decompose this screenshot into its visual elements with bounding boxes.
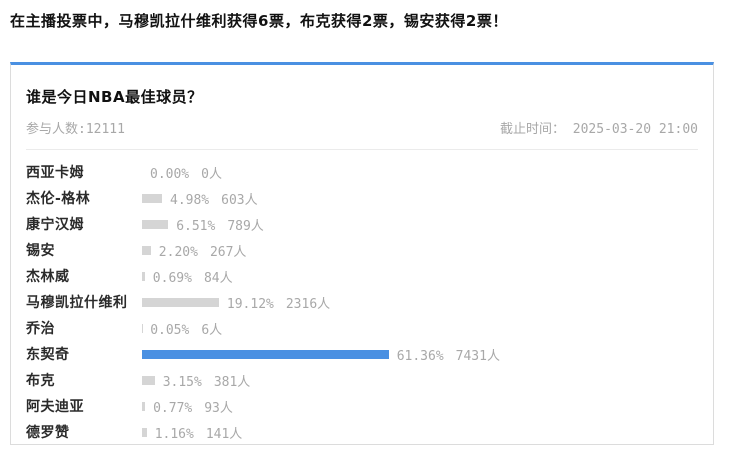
vote-stat: 2.20% 267人 bbox=[159, 241, 247, 260]
page-headline: 在主播投票中，马穆凯拉什维利获得6票，布克获得2票，锡安获得2票！ bbox=[10, 12, 508, 30]
poll-title: 谁是今日NBA最佳球员？ bbox=[26, 88, 203, 106]
vote-bar bbox=[142, 193, 162, 203]
percent-value: 61.36% bbox=[396, 348, 444, 364]
player-name: 德罗赞 bbox=[26, 425, 70, 441]
vote-bar bbox=[142, 245, 151, 255]
player-name: 西亚卡姆 bbox=[26, 165, 84, 181]
percent-value: 0.77% bbox=[153, 400, 193, 416]
player-name: 马穆凯拉什维利 bbox=[26, 295, 128, 311]
player-name: 锡安 bbox=[26, 243, 55, 259]
header-divider bbox=[26, 149, 698, 150]
count-value: 7431人 bbox=[455, 348, 500, 364]
vote-bar bbox=[142, 219, 169, 229]
poll-option-row: 康宁汉姆 6.51% 789人 bbox=[26, 211, 698, 237]
poll-option-row: 德罗赞 1.16% 141人 bbox=[26, 419, 698, 445]
vote-stat: 0.77% 93人 bbox=[153, 397, 233, 416]
player-name: 杰伦-格林 bbox=[26, 191, 91, 207]
percent-value: 3.15% bbox=[162, 374, 202, 390]
percent-value: 6.51% bbox=[176, 218, 216, 234]
poll-card: 谁是今日NBA最佳球员？ 参与人数:12111 截止时间： 2025-03-20… bbox=[10, 62, 714, 445]
vote-bar bbox=[142, 297, 219, 307]
deadline-time: 截止时间： 2025-03-20 21:00 bbox=[499, 122, 698, 137]
poll-option-row: 布克 3.15% 381人 bbox=[26, 367, 698, 393]
percent-value: 19.12% bbox=[226, 296, 274, 312]
percent-value: 1.16% bbox=[154, 426, 194, 442]
percent-value: 0.00% bbox=[150, 166, 190, 182]
count-value: 84人 bbox=[203, 270, 233, 286]
count-value: 267人 bbox=[209, 244, 247, 260]
poll-option-row: 西亚卡姆 0.00% 0人 bbox=[26, 159, 698, 185]
vote-stat: 0.69% 84人 bbox=[153, 267, 233, 286]
count-value: 93人 bbox=[204, 400, 233, 416]
count-value: 141人 bbox=[205, 426, 243, 442]
poll-option-row: 锡安 2.20% 267人 bbox=[26, 237, 698, 263]
player-name: 乔治 bbox=[26, 321, 55, 337]
player-name: 布克 bbox=[26, 373, 55, 389]
player-name: 杰林威 bbox=[26, 269, 70, 285]
vote-bar bbox=[142, 427, 147, 437]
count-value: 2316人 bbox=[285, 296, 331, 312]
vote-stat: 0.00% 0人 bbox=[150, 163, 222, 182]
vote-stat: 3.15% 381人 bbox=[163, 371, 251, 390]
poll-option-row: 东契奇 61.36% 7431人 bbox=[26, 341, 698, 367]
vote-stat: 19.12% 2316人 bbox=[227, 293, 330, 312]
percent-value: 4.98% bbox=[170, 192, 210, 208]
vote-bar bbox=[142, 271, 145, 281]
vote-stat: 6.51% 789人 bbox=[176, 215, 264, 234]
vote-stat: 4.98% 603人 bbox=[170, 189, 258, 208]
poll-option-row: 马穆凯拉什维利 19.12% 2316人 bbox=[26, 289, 698, 315]
count-value: 381人 bbox=[213, 374, 251, 390]
vote-stat: 1.16% 141人 bbox=[155, 423, 243, 442]
poll-option-row: 杰伦-格林 4.98% 603人 bbox=[26, 185, 698, 211]
count-value: 603人 bbox=[221, 192, 258, 208]
vote-bar bbox=[142, 349, 389, 359]
poll-option-row: 乔治 0.05% 6人 bbox=[26, 315, 698, 341]
poll-option-row: 杰林威 0.69% 84人 bbox=[26, 263, 698, 289]
poll-rows: 西亚卡姆 0.00% 0人 杰伦-格林 4.98% 603人 康宁汉姆 6.51% 7… bbox=[26, 159, 698, 445]
count-value: 0人 bbox=[201, 166, 222, 182]
participants-count: 参与人数:12111 bbox=[26, 122, 125, 137]
poll-option-row: 阿夫迪亚 0.77% 93人 bbox=[26, 393, 698, 419]
vote-stat: 61.36% 7431人 bbox=[397, 345, 500, 364]
player-name: 康宁汉姆 bbox=[26, 217, 84, 233]
poll-meta: 参与人数:12111 截止时间： 2025-03-20 21:00 bbox=[26, 118, 698, 137]
vote-bar bbox=[142, 375, 155, 385]
player-name: 阿夫迪亚 bbox=[26, 399, 84, 415]
percent-value: 0.69% bbox=[152, 270, 192, 286]
count-value: 6人 bbox=[201, 322, 223, 338]
player-name: 东契奇 bbox=[26, 347, 70, 363]
vote-stat: 0.05% 6人 bbox=[150, 319, 222, 338]
vote-bar bbox=[142, 401, 146, 411]
percent-value: 2.20% bbox=[158, 244, 198, 260]
count-value: 789人 bbox=[227, 218, 264, 234]
percent-value: 0.05% bbox=[150, 322, 190, 338]
